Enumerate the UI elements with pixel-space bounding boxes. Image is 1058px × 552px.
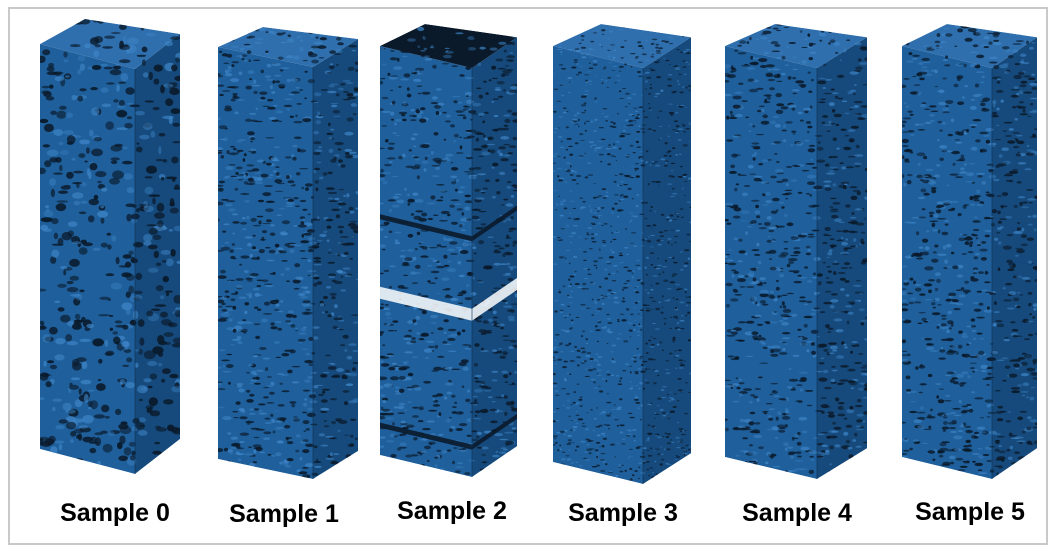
sample-1-label: Sample 1 [229, 500, 339, 528]
sample-1-pore-texture [218, 27, 358, 479]
sample-4: Sample 4 [717, 9, 877, 539]
sample-4-pore-texture [725, 24, 867, 479]
sample-5-label: Sample 5 [915, 498, 1025, 526]
sample-4-side-face [817, 37, 867, 479]
sample-4-top-face [725, 24, 867, 68]
sample-4-column [725, 24, 867, 479]
sample-4-label: Sample 4 [742, 499, 852, 527]
sample-3-volume-render [553, 24, 691, 484]
sample-3-front-face [553, 46, 643, 484]
sample-0-front-face [40, 44, 135, 474]
sample-0-pore-texture [40, 19, 180, 474]
sample-3-pore-texture [553, 24, 691, 484]
sample-4-volume-render [725, 24, 867, 479]
sample-5: Sample 5 [892, 9, 1052, 539]
sample-1-volume-render [218, 27, 358, 479]
sample-0: Sample 0 [35, 9, 195, 539]
sample-3-side-face [643, 37, 691, 484]
sample-0-column [40, 19, 180, 474]
figure-frame: Sample 0 Sample 1 Sample 2 Sample 3 Samp… [8, 7, 1048, 545]
sample-2-top-face [380, 24, 517, 68]
sample-3: Sample 3 [545, 9, 705, 539]
sample-2-slab-gaps [380, 205, 517, 450]
sample-5-pore-texture [902, 24, 1037, 479]
sample-0-volume-render [40, 19, 180, 474]
sample-0-label: Sample 0 [60, 499, 170, 527]
sample-5-volume-render [902, 24, 1037, 479]
sample-3-label: Sample 3 [568, 499, 678, 527]
sample-3-column [553, 24, 691, 484]
sample-1-side-face [313, 39, 358, 479]
sample-1: Sample 1 [206, 9, 366, 539]
sample-4-front-face [725, 46, 817, 479]
sample-3-top-face [553, 24, 691, 68]
sample-5-side-face [992, 37, 1037, 479]
sample-2-volume-render [380, 24, 517, 477]
sample-5-column [902, 24, 1037, 479]
sample-5-top-face [902, 24, 1037, 68]
sample-2: Sample 2 [372, 9, 532, 539]
sample-2-label: Sample 2 [397, 497, 507, 525]
sample-1-column [218, 27, 358, 479]
sample-2-column [380, 24, 517, 477]
